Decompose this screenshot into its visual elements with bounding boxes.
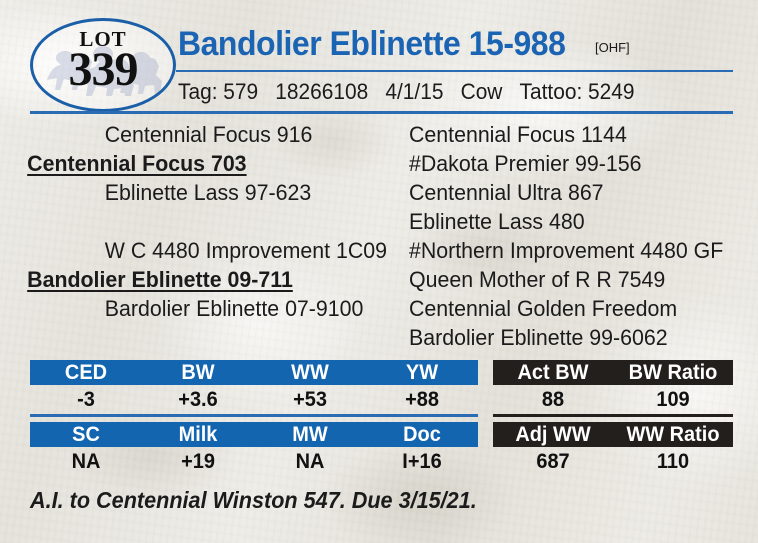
performance-value-ww-ratio: 110 [656, 450, 690, 473]
performance-value-row-2: 687 110 [493, 450, 733, 474]
pedigree-right-column: Centennial Focus 1144 #Dakota Premier 99… [409, 120, 758, 352]
lot-badge: LOT 339 [30, 18, 176, 112]
epd-header-doc: Doc [403, 422, 441, 446]
pedigree-sire: Centennial Focus 703 [27, 151, 247, 176]
header-divider-bottom [30, 111, 733, 114]
id-field-tattoo: Tattoo: 5249 [519, 79, 635, 104]
pedigree-dam: Bandolier Eblinette 09-711 [27, 267, 293, 292]
epd-header-milk: Milk [178, 422, 218, 446]
performance-value-bw-ratio: 109 [656, 388, 690, 411]
performance-header-adj-ww: Adj WW [515, 422, 591, 446]
performance-value-row-1: 88 109 [493, 388, 733, 412]
pedigree-ancestor-8: Bardolier Eblinette 99-6062 [409, 325, 668, 350]
performance-header-ww-ratio: WW Ratio [626, 422, 720, 446]
epd-header-bw: BW [181, 360, 215, 384]
epd-value-milk: +19 [181, 450, 215, 473]
lot-label: LOT [79, 27, 127, 51]
id-field-tag: Tag: 579 [178, 79, 259, 104]
pedigree-ancestor-1: Centennial Focus 1144 [409, 122, 627, 147]
epd-value-mw: NA [295, 450, 325, 473]
performance-header-row-2: Adj WW WW Ratio [493, 422, 733, 447]
performance-header-act-bw: Act BW [517, 360, 589, 384]
id-field-registration: 18266108 [275, 79, 369, 104]
animal-name-suffix: [OHF] [595, 40, 630, 55]
epd-divider [30, 414, 478, 417]
performance-header-row-1: Act BW BW Ratio [493, 360, 733, 385]
pedigree-ancestor-5: #Northern Improvement 4480 GF [409, 238, 724, 263]
ai-breeding-note: A.I. to Centennial Winston 547. Due 3/15… [30, 487, 477, 513]
epd-header-sc: SC [72, 422, 100, 446]
epd-value-ced: -3 [77, 388, 95, 411]
epd-header-mw: MW [292, 422, 328, 446]
performance-header-bw-ratio: BW Ratio [628, 360, 718, 384]
header-divider-top [176, 70, 733, 72]
performance-value-adj-ww: 687 [536, 450, 570, 473]
performance-divider [493, 414, 733, 417]
pedigree-ancestor-3: Centennial Ultra 867 [409, 180, 604, 205]
id-field-birthdate: 4/1/15 [385, 79, 444, 104]
pedigree-dam-dam: Bardolier Eblinette 07-9100 [104, 296, 364, 321]
epd-header-ced: CED [64, 360, 108, 384]
epd-header-row-2: SC Milk MW Doc [30, 422, 478, 447]
pedigree-ancestor-7: Centennial Golden Freedom [409, 296, 678, 321]
epd-value-sc: NA [71, 450, 101, 473]
epd-header-row-1: CED BW WW YW [30, 360, 478, 385]
animal-id-line: Tag: 579 18266108 4/1/15 Cow Tattoo: 5249 [178, 79, 635, 105]
performance-value-act-bw: 88 [541, 388, 565, 411]
animal-name: Bandolier Eblinette 15-988 [178, 25, 566, 63]
lot-number: 339 [68, 43, 139, 96]
epd-value-row-1: -3 +3.6 +53 +88 [30, 388, 478, 412]
epd-value-row-2: NA +19 NA I+16 [30, 450, 478, 474]
pedigree-spacer [0, 207, 388, 236]
epd-value-bw: +3.6 [178, 388, 218, 411]
pedigree-ancestor-4: Eblinette Lass 480 [409, 209, 585, 234]
pedigree-ancestor-2: #Dakota Premier 99-156 [409, 151, 642, 176]
pedigree-dam-sire: W C 4480 Improvement 1C09 [104, 238, 388, 263]
epd-value-ww: +53 [293, 388, 327, 411]
pedigree-ancestor-6: Queen Mother of R R 7549 [409, 267, 666, 292]
epd-value-yw: +88 [405, 388, 439, 411]
epd-header-yw: YW [405, 360, 439, 384]
pedigree-sire-sire: Centennial Focus 916 [104, 122, 313, 147]
pedigree-sire-dam: Eblinette Lass 97-623 [104, 180, 312, 205]
id-field-sex: Cow [460, 79, 503, 104]
pedigree-left-column: Centennial Focus 916 Centennial Focus 70… [0, 120, 400, 323]
epd-header-ww: WW [291, 360, 329, 384]
epd-value-doc: I+16 [402, 450, 442, 473]
